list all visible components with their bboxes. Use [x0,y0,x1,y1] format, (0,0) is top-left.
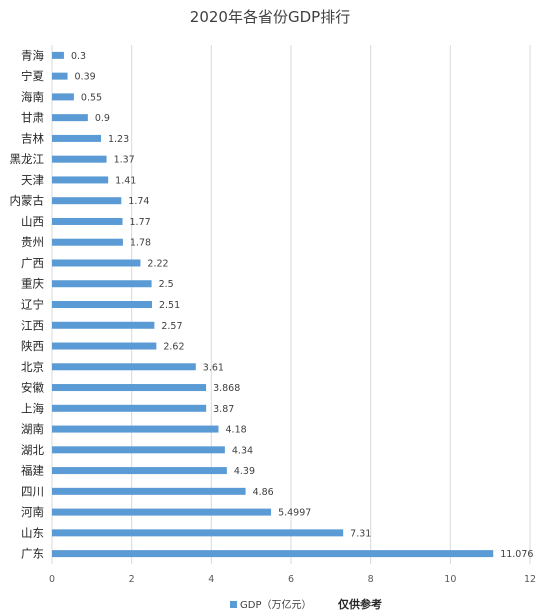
bar [52,363,196,371]
value-label: 1.74 [128,196,149,207]
category-label: 黑龙江 [10,152,45,166]
bar [52,176,109,184]
bar [52,301,152,308]
x-tick-label: 0 [49,574,55,585]
category-label: 天津 [21,173,44,187]
value-label: 2.5 [159,279,174,290]
bar [52,72,68,80]
bar [52,404,207,412]
x-tick-label: 12 [524,574,536,585]
legend-swatch [230,601,237,608]
category-label: 吉林 [21,131,44,145]
category-label: 内蒙古 [10,194,45,208]
value-label: 4.86 [253,487,274,498]
value-label: 0.39 [75,72,96,83]
value-label: 7.31 [350,528,371,539]
category-label: 广东 [21,547,44,561]
category-label: 重庆 [21,277,44,291]
value-label: 3.868 [213,383,240,394]
category-label: 河南 [21,505,44,519]
bar [52,93,74,101]
category-label: 青海 [21,48,44,62]
x-tick-label: 6 [288,574,294,585]
value-label: 5.4997 [278,508,311,519]
category-label: 江西 [21,318,44,332]
bar [52,51,64,59]
category-labels: 青海宁夏海南甘肃吉林黑龙江天津内蒙古山西贵州广西重庆辽宁江西陕西北京安徽上海湖南… [10,48,45,560]
value-label: 0.9 [95,113,110,124]
value-label: 3.87 [213,404,234,415]
value-label: 4.39 [234,466,255,477]
value-labels: 0.3 0.39 0.55 0.9 1.23 1.37 1.41 1.74 1.77 1.78 2.… [71,51,533,560]
category-label: 海南 [21,90,44,104]
category-label: 宁夏 [21,69,44,83]
value-label: 2.62 [163,342,184,353]
category-label: 陕西 [21,339,44,353]
bar [52,529,344,537]
x-tick-label: 4 [208,574,214,585]
category-label: 广西 [21,256,44,270]
value-label: 2.57 [161,321,182,332]
value-label: 2.51 [159,300,180,311]
category-label: 四川 [21,484,44,498]
value-label: 1.78 [130,238,151,249]
category-label: 山西 [21,214,44,228]
value-label: 4.34 [232,445,253,456]
category-label: 辽宁 [21,298,44,312]
legend-label: GDP（万亿元） [240,598,311,611]
value-label: 0.3 [71,51,86,62]
category-label: 山东 [21,526,44,540]
category-label: 甘肃 [21,111,44,125]
bar [52,342,157,350]
bar [52,134,101,142]
bar [52,114,88,122]
value-label: 3.61 [203,362,224,373]
bar [52,280,152,288]
gridlines [51,45,531,564]
bar [52,425,219,433]
note-text: 仅供参考 [337,597,382,611]
bar [52,217,123,225]
value-label: 1.41 [115,175,136,186]
legend: GDP（万亿元） [230,598,311,611]
bar [52,197,122,205]
category-label: 贵州 [21,235,44,249]
bar [52,550,494,558]
bar [52,155,107,163]
category-label: 上海 [21,401,44,415]
value-label: 4.18 [226,425,247,436]
x-axis-ticks: 0 2 4 6 8 10 12 [49,574,536,585]
chart-title: 2020年各省份GDP排行 [190,8,350,26]
bar [52,259,141,267]
value-label: 1.37 [114,155,135,166]
x-tick-label: 8 [368,574,374,585]
category-label: 福建 [21,464,44,478]
category-label: 湖北 [21,443,44,457]
bar [52,446,225,454]
value-label: 1.23 [108,134,129,145]
bar [52,238,123,246]
category-label: 湖南 [21,422,44,436]
category-label: 北京 [21,360,44,374]
category-label: 安徽 [21,381,44,395]
bar [52,467,227,475]
value-label: 1.77 [130,217,151,228]
value-label: 0.55 [81,92,102,103]
bar [52,487,246,495]
bars [52,51,494,558]
x-tick-label: 2 [129,574,135,585]
value-label: 11.076 [500,549,533,560]
value-label: 2.22 [147,258,168,269]
bar [52,321,155,329]
bar [52,508,272,516]
x-tick-label: 10 [444,574,456,585]
bar [52,384,207,392]
